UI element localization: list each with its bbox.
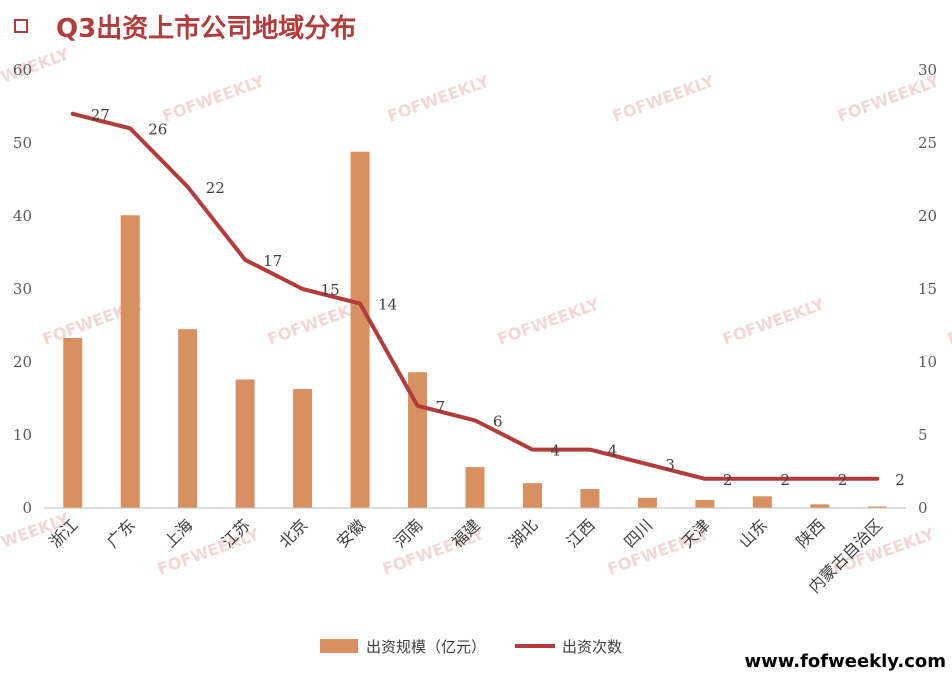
y-left-tick: 30 bbox=[13, 280, 32, 298]
legend: 出资规模（亿元） 出资次数 bbox=[320, 638, 622, 656]
site-url: www.fofweekly.com bbox=[744, 651, 947, 672]
data-label: 14 bbox=[378, 296, 397, 314]
bar bbox=[293, 389, 313, 508]
bar bbox=[465, 467, 485, 508]
y-right-tick: 25 bbox=[918, 134, 937, 152]
bar bbox=[695, 499, 715, 508]
line-series bbox=[70, 111, 880, 481]
bar bbox=[522, 483, 542, 508]
y-right-tick: 30 bbox=[918, 61, 937, 79]
y-left-tick: 40 bbox=[13, 207, 32, 225]
legend-bar-label: 出资规模（亿元） bbox=[366, 638, 486, 656]
data-label: 17 bbox=[263, 252, 282, 270]
x-tick: 广东 bbox=[103, 515, 139, 551]
bar bbox=[178, 329, 198, 508]
bar bbox=[752, 496, 772, 508]
data-label: 22 bbox=[206, 179, 225, 197]
data-label: 27 bbox=[91, 106, 110, 124]
x-tick: 上海 bbox=[160, 515, 196, 551]
bar bbox=[637, 497, 657, 508]
y-right-tick: 5 bbox=[918, 426, 928, 444]
x-tick: 山东 bbox=[735, 515, 771, 551]
data-label: 4 bbox=[550, 442, 560, 460]
data-label: 2 bbox=[895, 471, 905, 489]
title-square-icon bbox=[14, 19, 28, 33]
x-tick: 湖北 bbox=[505, 515, 541, 551]
watermark-text: FOFWEEKLY bbox=[610, 71, 717, 125]
y-right-tick: 10 bbox=[918, 353, 937, 371]
x-tick: 江西 bbox=[563, 515, 599, 551]
watermark-text: FOFWEEKLY bbox=[835, 71, 942, 125]
x-tick: 陕西 bbox=[793, 515, 829, 551]
watermark-text: FOFWEEKLY bbox=[160, 71, 267, 125]
legend-bar-swatch bbox=[320, 639, 358, 653]
y-left-tick: 60 bbox=[13, 61, 32, 79]
bar bbox=[120, 215, 140, 508]
y-right-ticks: 0 5 10 15 20 25 30 bbox=[918, 61, 937, 517]
legend-line-label: 出资次数 bbox=[562, 638, 622, 656]
chart-title: Q3出资上市公司地域分布 bbox=[56, 13, 357, 44]
y-left-tick: 0 bbox=[22, 499, 32, 517]
data-label: 26 bbox=[148, 120, 167, 138]
bar bbox=[810, 504, 830, 508]
x-tick: 安徽 bbox=[333, 515, 369, 551]
bar bbox=[580, 489, 600, 508]
y-right-tick: 0 bbox=[918, 499, 928, 517]
watermark-text: FOFWEEKLY bbox=[495, 294, 602, 348]
bar bbox=[63, 337, 83, 508]
bar bbox=[350, 151, 370, 508]
data-label: 4 bbox=[608, 442, 618, 460]
bar bbox=[867, 506, 887, 508]
title-area: Q3出资上市公司地域分布 bbox=[14, 6, 356, 46]
y-left-ticks: 0 10 20 30 40 50 60 bbox=[13, 61, 32, 517]
data-label: 2 bbox=[723, 471, 733, 489]
watermark-text: FOFWEEKLY bbox=[720, 294, 827, 348]
data-label: 2 bbox=[838, 471, 848, 489]
y-right-tick: 15 bbox=[918, 280, 937, 298]
data-label: 7 bbox=[436, 398, 446, 416]
data-label: 2 bbox=[780, 471, 790, 489]
y-left-tick: 20 bbox=[13, 353, 32, 371]
y-left-tick: 50 bbox=[13, 134, 32, 152]
y-left-tick: 10 bbox=[13, 426, 32, 444]
watermark-text: FOFWEEKLY bbox=[945, 294, 952, 348]
watermark-text: FOFWEEKLY bbox=[0, 44, 72, 98]
y-right-tick: 20 bbox=[918, 207, 937, 225]
data-label: 15 bbox=[321, 281, 340, 299]
watermark-text: FOFWEEKLY bbox=[385, 71, 492, 125]
bar bbox=[235, 379, 255, 508]
bars bbox=[63, 151, 887, 508]
data-label: 6 bbox=[493, 412, 503, 430]
x-tick: 北京 bbox=[275, 515, 311, 551]
data-label: 3 bbox=[665, 456, 675, 474]
